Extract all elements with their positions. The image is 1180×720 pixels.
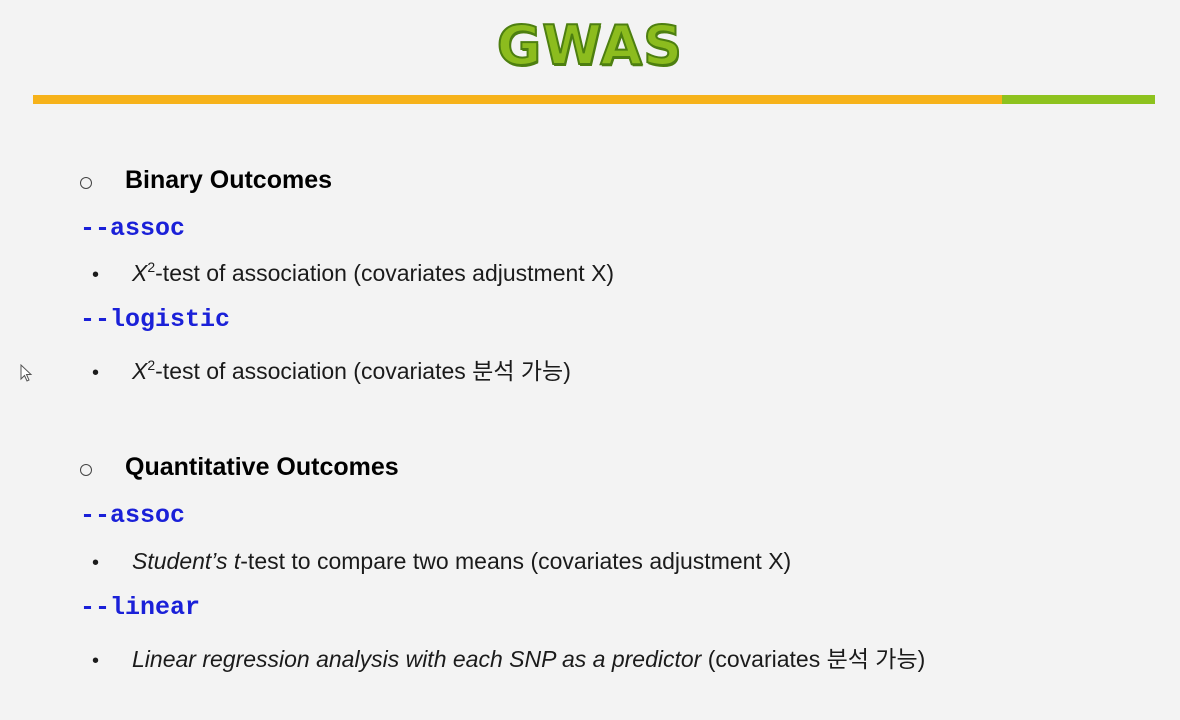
bullet-icon: • <box>92 552 100 574</box>
divider-green-segment <box>1002 95 1155 104</box>
command-description: • Linear regression analysis with each S… <box>92 640 925 674</box>
command-flag-assoc: --assoc <box>80 214 186 243</box>
section-title: Binary Outcomes <box>125 166 333 194</box>
hollow-circle-icon <box>80 463 92 476</box>
bullet-icon: • <box>92 264 100 286</box>
description-text: (covariates 분석 가능) <box>701 646 926 672</box>
exponent: 2 <box>147 357 156 373</box>
command-description: • Student’s t-test to compare two means … <box>92 548 791 575</box>
bullet-icon: • <box>92 650 100 672</box>
description-text: -test to compare two means (covariates a… <box>240 548 792 574</box>
divider-orange-segment <box>33 95 1002 104</box>
mouse-pointer-icon <box>20 364 33 382</box>
italic-text: Linear regression analysis with each SNP… <box>132 646 702 672</box>
chi-symbol: X <box>132 260 148 286</box>
command-flag-assoc: --assoc <box>80 501 186 530</box>
slide-title: GWAS <box>496 13 684 78</box>
section-title: Quantitative Outcomes <box>125 453 399 481</box>
description-text: -test of association (covariates 분석 가능) <box>155 358 571 384</box>
exponent: 2 <box>147 259 156 275</box>
t-symbol: t <box>233 548 241 574</box>
command-description: • X2-test of association (covariates 분석 … <box>92 352 571 386</box>
command-flag-linear: --linear <box>80 593 201 622</box>
command-description: • X2-test of association (covariates adj… <box>92 260 614 287</box>
command-flag-logistic: --logistic <box>80 305 231 334</box>
section-binary-outcomes: Binary Outcomes <box>80 166 332 195</box>
hollow-circle-icon <box>80 176 92 189</box>
description-text: -test of association (covariates adjustm… <box>155 260 615 286</box>
italic-text: Student’s <box>132 548 234 574</box>
chi-symbol: X <box>132 358 148 384</box>
section-quantitative-outcomes: Quantitative Outcomes <box>80 453 399 482</box>
bullet-icon: • <box>92 362 100 384</box>
title-divider <box>33 95 1155 104</box>
